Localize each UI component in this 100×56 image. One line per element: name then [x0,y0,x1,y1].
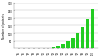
Bar [91,10,94,48]
Bar [81,27,84,48]
Bar [76,33,79,48]
Bar [56,46,60,48]
Bar [61,44,65,48]
Y-axis label: Number of patents: Number of patents [2,13,6,39]
Bar [86,20,89,48]
Bar [71,38,75,48]
Bar [66,41,70,48]
